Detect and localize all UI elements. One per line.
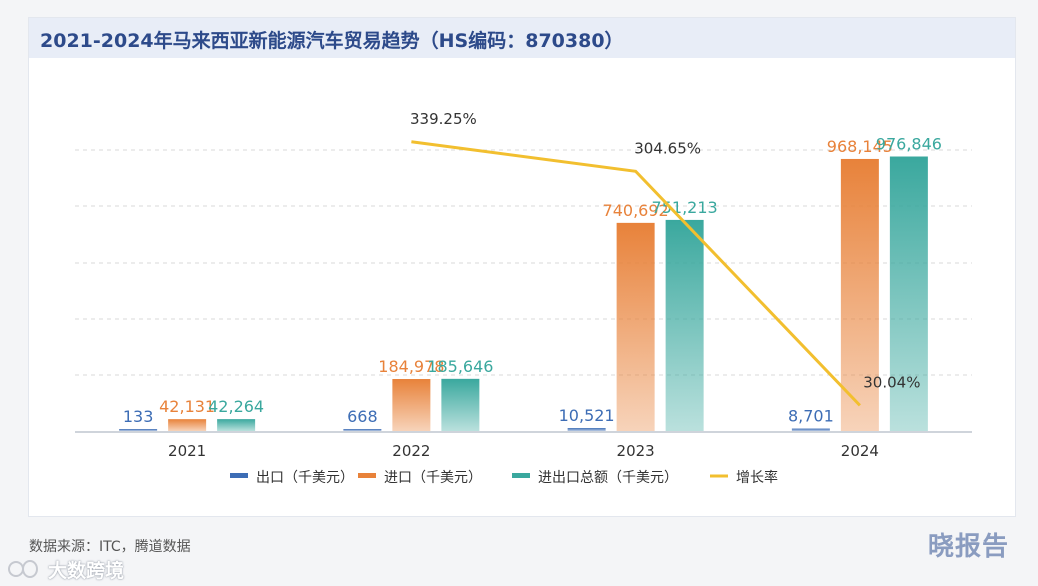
growth-rate-line bbox=[411, 140, 861, 407]
chart-title: 2021-2024年马来西亚新能源汽车贸易趋势（HS编码：870380） bbox=[40, 30, 624, 52]
growth-rate-label: 339.25% bbox=[410, 110, 477, 128]
brand-logo-xiaobaogao: 晓报告 bbox=[928, 532, 1010, 562]
bar-import bbox=[168, 419, 207, 431]
bar-export bbox=[343, 429, 382, 431]
bar-total bbox=[217, 419, 256, 431]
data-label-import: 740,692 bbox=[603, 201, 669, 220]
legend-swatch bbox=[230, 473, 248, 478]
bar-total bbox=[665, 219, 704, 431]
growth-rate-label: 304.65% bbox=[634, 139, 701, 157]
bar-import bbox=[616, 222, 655, 431]
growth-rate-label: 30.04% bbox=[863, 373, 920, 391]
bar-total bbox=[889, 156, 928, 431]
legend-swatch bbox=[358, 473, 376, 478]
data-source-note: 数据来源：ITC，腾道数据 bbox=[29, 539, 191, 555]
bar-export bbox=[567, 428, 606, 431]
data-label-export: 668 bbox=[347, 407, 378, 426]
data-label-import: 968,145 bbox=[827, 137, 893, 156]
x-tick-label: 2022 bbox=[392, 442, 430, 460]
bar-export bbox=[791, 428, 830, 431]
bar-total bbox=[441, 378, 480, 431]
bar-import bbox=[392, 379, 431, 431]
brand-watermark-text: 大数跨境 bbox=[48, 559, 125, 582]
data-label-total: 42,264 bbox=[208, 397, 264, 416]
brand-watermark: 大数跨境 bbox=[8, 556, 124, 582]
legend-label: 增长率 bbox=[736, 469, 778, 486]
data-label-total: 751,213 bbox=[652, 198, 718, 217]
data-label-export: 133 bbox=[123, 407, 154, 426]
data-label-export: 8,701 bbox=[788, 407, 834, 426]
legend-label: 进出口总额（千美元） bbox=[538, 470, 678, 486]
data-label-import: 184,978 bbox=[378, 357, 444, 376]
bar-export bbox=[119, 429, 158, 431]
data-label-total: 976,846 bbox=[876, 135, 942, 154]
data-label-total: 185,646 bbox=[427, 357, 493, 376]
brand-logo-icon bbox=[8, 558, 44, 580]
data-label-export: 10,521 bbox=[559, 406, 615, 425]
data-label-import: 42,131 bbox=[159, 397, 215, 416]
x-tick-label: 2021 bbox=[168, 442, 206, 460]
x-tick-label: 2024 bbox=[841, 442, 879, 460]
legend-label: 进口（千美元） bbox=[384, 470, 482, 486]
legend-label: 出口（千美元） bbox=[256, 470, 354, 486]
x-tick-label: 2023 bbox=[617, 442, 655, 460]
title-bar: 2021-2024年马来西亚新能源汽车贸易趋势（HS编码：870380） bbox=[29, 18, 1015, 58]
legend-swatch bbox=[512, 473, 530, 478]
bar-import bbox=[840, 158, 879, 432]
